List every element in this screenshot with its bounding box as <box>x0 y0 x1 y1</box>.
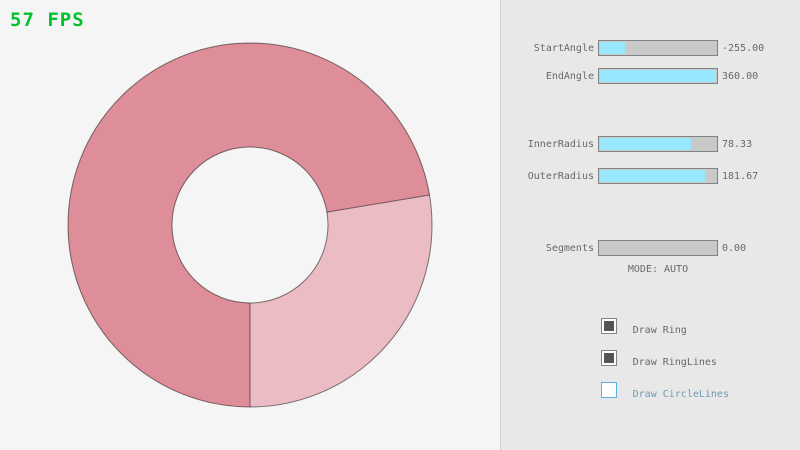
ring-outline-inner <box>171 146 329 304</box>
fps-counter: 57 FPS <box>10 9 85 31</box>
inner-radius-value: 78.33 <box>722 139 753 150</box>
end-angle-value: 360.00 <box>722 71 759 82</box>
ring-sector-light <box>250 194 432 407</box>
segments-mode-label: MODE: AUTO <box>627 264 689 275</box>
draw-ring-checkbox-box[interactable] <box>601 318 617 334</box>
end-angle-label: EndAngle <box>545 71 594 82</box>
inner-radius-row: InnerRadius 78.33 <box>501 136 800 152</box>
segments-label: Segments <box>545 243 594 254</box>
slider-fill <box>600 42 626 54</box>
checkmark-fill <box>604 321 614 331</box>
draw-ring-checkbox-label: Draw Ring <box>632 325 687 336</box>
slider-fill <box>600 170 706 182</box>
slider-end-angle[interactable] <box>598 68 718 84</box>
outer-radius-label: OuterRadius <box>527 171 594 182</box>
checkbox-draw-ring: Draw Ring <box>601 318 687 336</box>
slider-start-angle[interactable] <box>598 40 718 56</box>
checkmark-fill <box>604 353 614 363</box>
outer-radius-value: 181.67 <box>722 171 759 182</box>
segments-row: Segments 0.00 <box>501 240 800 256</box>
ring-chart <box>67 42 433 408</box>
start-angle-row: StartAngle -255.00 <box>501 40 800 56</box>
controls-panel: StartAngle -255.00 EndAngle 360.00 Inner… <box>500 0 800 450</box>
draw-circlelines-checkbox-box[interactable] <box>601 382 617 398</box>
checkbox-draw-ringlines: Draw RingLines <box>601 350 717 368</box>
segments-value: 0.00 <box>722 243 747 254</box>
draw-ringlines-checkbox-label: Draw RingLines <box>632 357 717 368</box>
checkbox-draw-circlelines: Draw CircleLines <box>601 382 729 400</box>
slider-inner-radius[interactable] <box>598 136 718 152</box>
ring-sector-dark <box>67 43 430 407</box>
end-angle-row: EndAngle 360.00 <box>501 68 800 84</box>
ring-boundary-line-start <box>326 194 430 213</box>
start-angle-value: -255.00 <box>722 43 765 54</box>
slider-outer-radius[interactable] <box>598 168 718 184</box>
slider-segments[interactable] <box>598 240 718 256</box>
slider-fill <box>600 138 691 150</box>
slider-fill <box>600 70 716 82</box>
draw-ringlines-checkbox-box[interactable] <box>601 350 617 366</box>
draw-circlelines-checkbox-label: Draw CircleLines <box>632 389 729 400</box>
inner-radius-label: InnerRadius <box>527 139 594 150</box>
start-angle-label: StartAngle <box>533 43 594 54</box>
outer-radius-row: OuterRadius 181.67 <box>501 168 800 184</box>
